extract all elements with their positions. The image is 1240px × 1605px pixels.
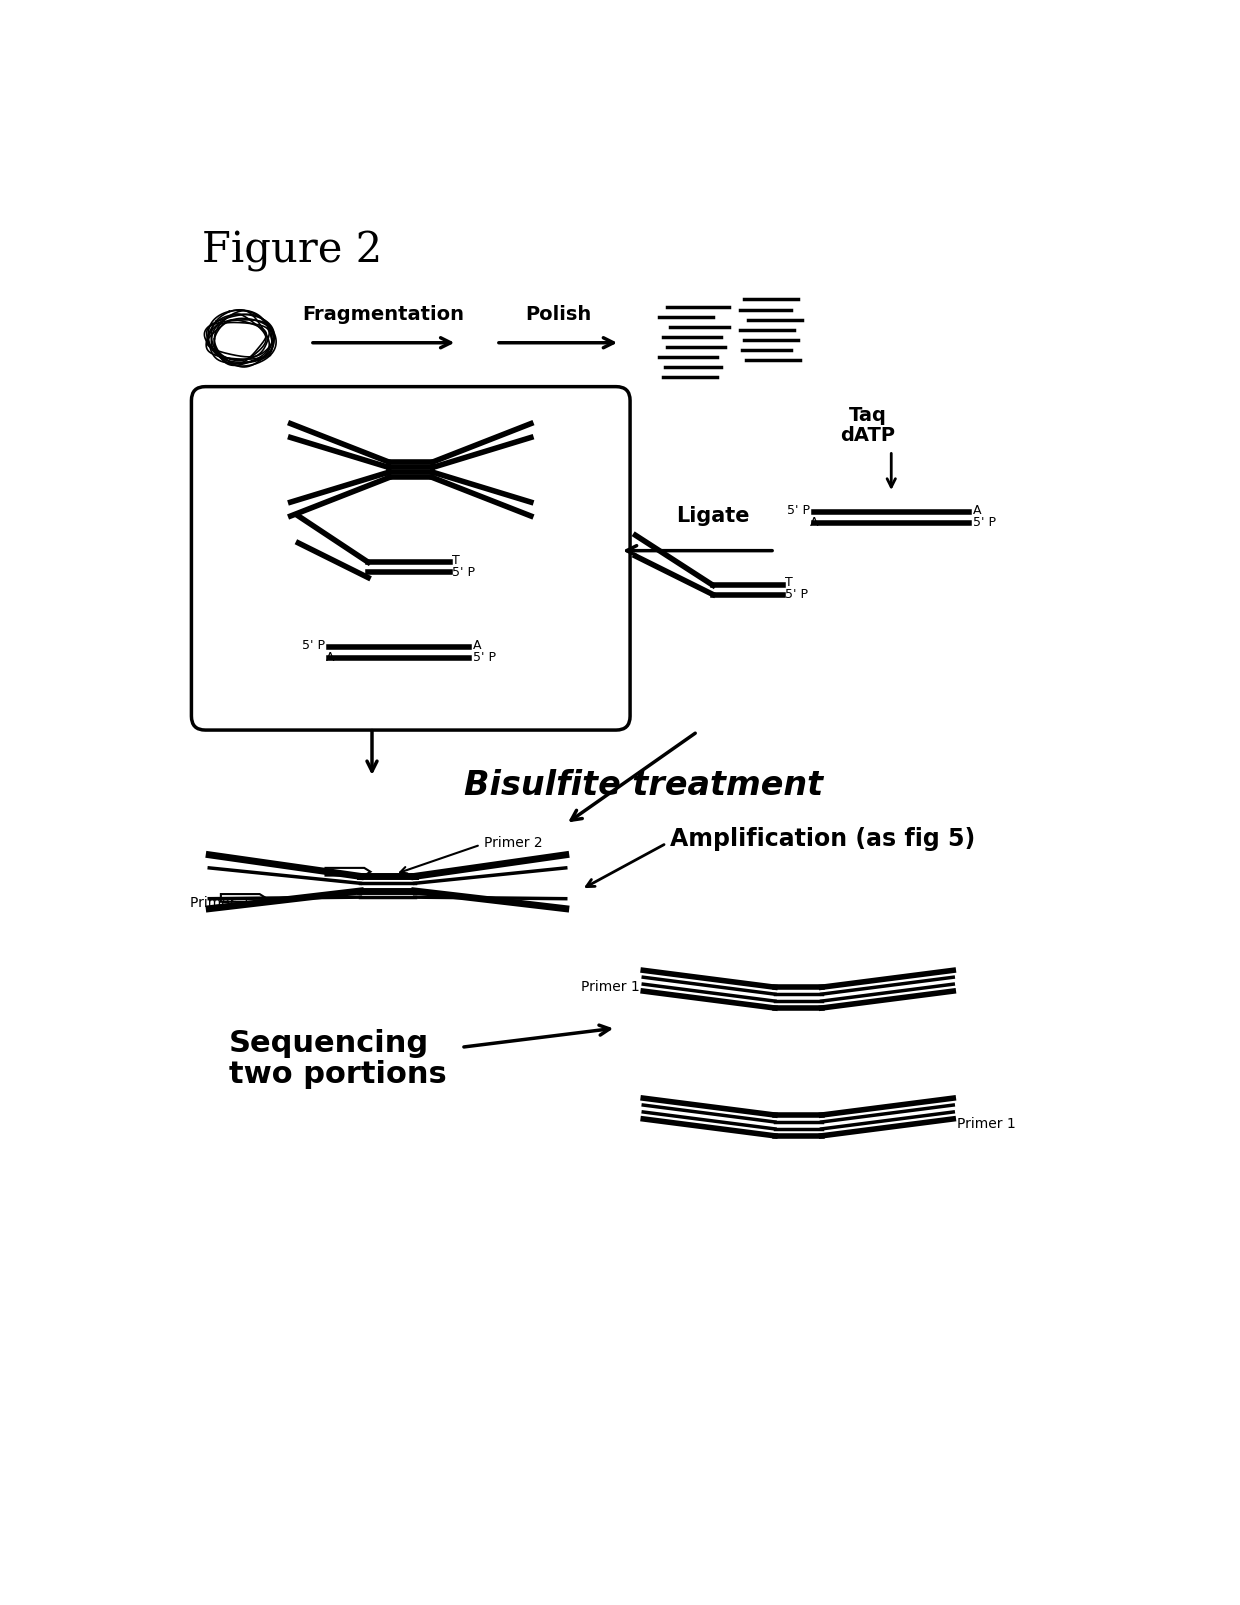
Text: Primer 1: Primer 1 bbox=[580, 981, 640, 993]
Polygon shape bbox=[325, 868, 371, 876]
Text: A: A bbox=[810, 517, 818, 530]
Text: T: T bbox=[451, 554, 460, 567]
Text: Fragmentation: Fragmentation bbox=[303, 305, 465, 324]
Text: Primer 2: Primer 2 bbox=[190, 896, 248, 910]
Text: Figure 2: Figure 2 bbox=[201, 230, 382, 271]
Text: Ligate: Ligate bbox=[676, 506, 750, 526]
Text: two portions: two portions bbox=[228, 1059, 446, 1088]
Polygon shape bbox=[221, 894, 265, 902]
Text: 5' P: 5' P bbox=[303, 639, 325, 652]
Text: A: A bbox=[472, 639, 481, 652]
Text: A: A bbox=[972, 504, 981, 517]
Text: Sequencing: Sequencing bbox=[228, 1029, 429, 1058]
Text: A: A bbox=[325, 652, 334, 664]
Text: dATP: dATP bbox=[841, 425, 895, 445]
Text: Amplification (as fig 5): Amplification (as fig 5) bbox=[671, 828, 976, 851]
Text: 5' P: 5' P bbox=[972, 517, 996, 530]
Text: T: T bbox=[785, 576, 792, 589]
Text: Primer 2: Primer 2 bbox=[485, 836, 543, 851]
Text: Primer 1: Primer 1 bbox=[957, 1117, 1016, 1132]
Text: 5' P: 5' P bbox=[785, 587, 808, 600]
Text: Bisulfite treatment: Bisulfite treatment bbox=[464, 769, 823, 802]
Text: 5' P: 5' P bbox=[451, 565, 475, 579]
Text: Polish: Polish bbox=[525, 305, 591, 324]
Text: 5' P: 5' P bbox=[472, 652, 496, 664]
Text: 5' P: 5' P bbox=[787, 504, 810, 517]
Text: Taq: Taq bbox=[849, 406, 887, 425]
